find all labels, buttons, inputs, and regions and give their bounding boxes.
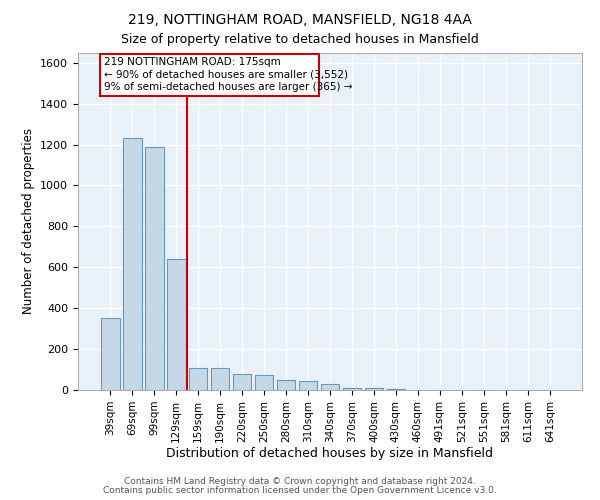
Bar [211, 368, 229, 390]
Bar [145, 146, 164, 390]
Bar [100, 54, 319, 96]
Text: 9% of semi-detached houses are larger (365) →: 9% of semi-detached houses are larger (3… [104, 82, 352, 92]
Bar [167, 259, 185, 390]
Text: ← 90% of detached houses are smaller (3,552): ← 90% of detached houses are smaller (3,… [104, 70, 347, 80]
X-axis label: Distribution of detached houses by size in Mansfield: Distribution of detached houses by size … [167, 448, 493, 460]
Text: 219 NOTTINGHAM ROAD: 175sqm: 219 NOTTINGHAM ROAD: 175sqm [104, 57, 280, 67]
Bar [365, 388, 383, 390]
Y-axis label: Number of detached properties: Number of detached properties [22, 128, 35, 314]
Text: Contains HM Land Registry data © Crown copyright and database right 2024.: Contains HM Land Registry data © Crown c… [124, 477, 476, 486]
Bar [299, 381, 317, 390]
Bar [386, 389, 405, 390]
Bar [101, 318, 119, 390]
Text: 219, NOTTINGHAM ROAD, MANSFIELD, NG18 4AA: 219, NOTTINGHAM ROAD, MANSFIELD, NG18 4A… [128, 12, 472, 26]
Bar [189, 368, 208, 390]
Bar [233, 374, 251, 390]
Bar [320, 384, 340, 390]
Bar [255, 374, 274, 390]
Bar [343, 388, 361, 390]
Bar [123, 138, 142, 390]
Text: Contains public sector information licensed under the Open Government Licence v3: Contains public sector information licen… [103, 486, 497, 495]
Bar [277, 380, 295, 390]
Text: Size of property relative to detached houses in Mansfield: Size of property relative to detached ho… [121, 32, 479, 46]
